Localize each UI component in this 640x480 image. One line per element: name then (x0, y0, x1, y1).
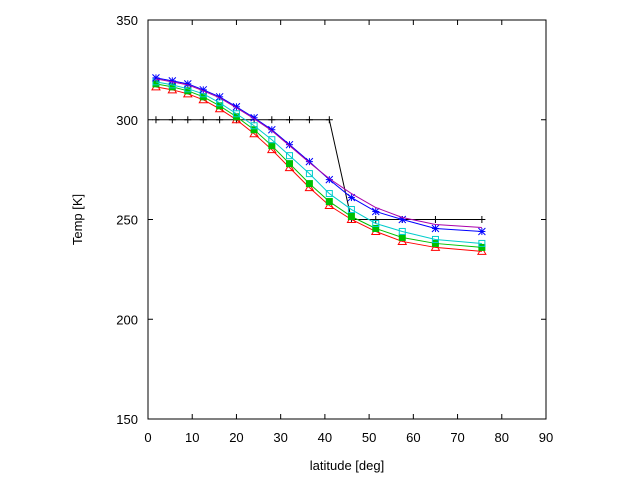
y-axis-label: Temp [K] (70, 194, 85, 245)
data-point (305, 116, 313, 124)
series-line (155, 86, 482, 252)
data-point (184, 116, 192, 124)
data-point (286, 116, 294, 124)
data-point (325, 190, 333, 198)
y-tick-label: 250 (116, 213, 138, 228)
data-point (305, 180, 313, 188)
data-point (268, 116, 276, 124)
series-5 (155, 78, 482, 228)
data-point (325, 116, 333, 124)
x-tick-label: 20 (229, 430, 243, 445)
data-point (478, 243, 486, 251)
x-axis-label: latitude [deg] (310, 458, 384, 473)
x-tick-label: 70 (450, 430, 464, 445)
y-tick-label: 350 (116, 13, 138, 28)
x-tick-label: 90 (539, 430, 553, 445)
data-point (250, 126, 258, 134)
data-point (347, 206, 355, 214)
data-point (478, 239, 486, 247)
data-point (268, 136, 276, 144)
data-point (431, 224, 440, 233)
series-line (155, 78, 482, 228)
data-point (152, 116, 160, 124)
data-point (347, 213, 355, 221)
data-point (478, 227, 486, 236)
data-point (372, 224, 380, 232)
data-point (250, 122, 258, 130)
x-tick-label: 50 (362, 430, 376, 445)
data-point (168, 76, 177, 85)
data-point (431, 216, 439, 223)
x-tick-label: 10 (185, 430, 199, 445)
data-point (268, 142, 276, 150)
series-line (155, 83, 482, 248)
data-point (398, 227, 406, 235)
data-point (431, 235, 439, 243)
data-point (305, 157, 314, 166)
x-tick-label: 60 (406, 430, 420, 445)
data-point (286, 160, 294, 168)
y-tick-label: 200 (116, 312, 138, 327)
y-tick-label: 300 (116, 113, 138, 128)
y-tick-label: 150 (116, 412, 138, 427)
data-point (199, 116, 207, 124)
series-line (155, 81, 482, 244)
data-point (372, 216, 380, 223)
x-tick-label: 80 (495, 430, 509, 445)
ticks-layer: 0 10 20 30 40 50 60 70 80 90 150 200 250 300 350 (116, 13, 553, 445)
data-point (286, 152, 294, 160)
data-point (371, 207, 380, 216)
data-point (152, 74, 160, 82)
series-line (155, 77, 482, 232)
data-point (398, 233, 406, 241)
plot-frame (147, 19, 547, 420)
data-point (431, 239, 439, 247)
data-point (305, 170, 313, 178)
data-point (372, 219, 380, 227)
series-4 (152, 74, 486, 236)
data-point (325, 198, 333, 206)
data-point (216, 116, 224, 124)
data-point (168, 116, 176, 124)
data-point (232, 110, 240, 118)
x-tick-label: 30 (273, 430, 287, 445)
x-tick-label: 40 (318, 430, 332, 445)
series-layer (151, 74, 487, 255)
x-tick-label: 0 (144, 430, 151, 445)
data-point (478, 216, 486, 223)
series-line (155, 119, 482, 220)
